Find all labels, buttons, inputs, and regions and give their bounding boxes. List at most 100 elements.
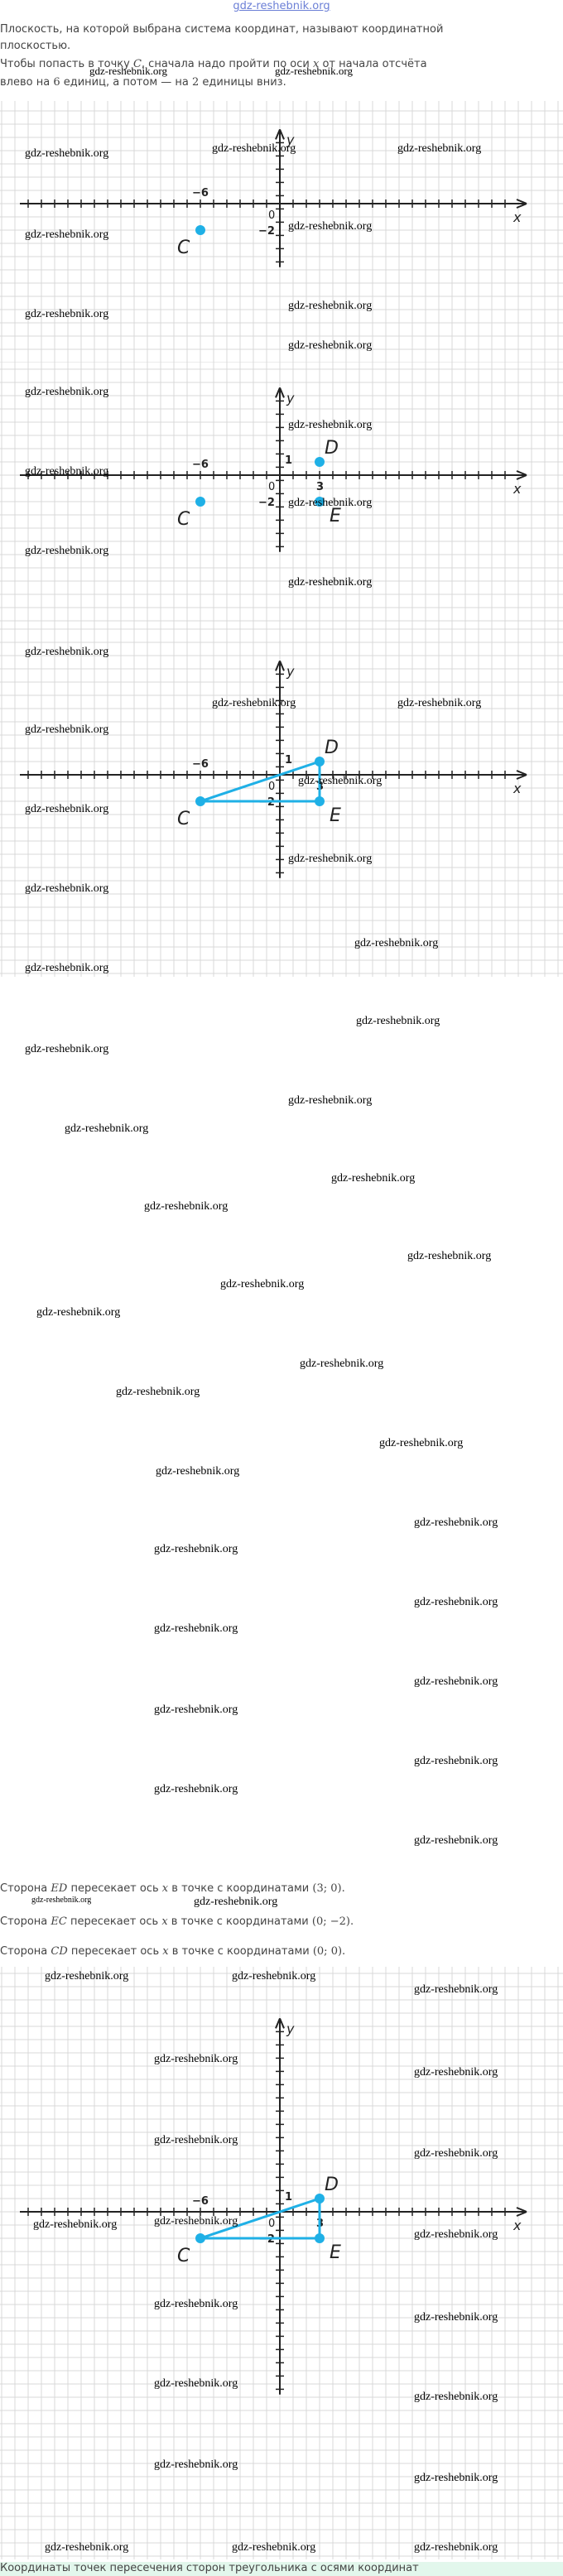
watermark-text: gdz-reshebnik.org: [414, 1834, 498, 1847]
grid-lines: [0, 1967, 563, 2559]
tick-label: −6: [192, 2195, 209, 2208]
watermark-text: gdz-reshebnik.org: [154, 1783, 238, 1795]
conclusion-banner: Координаты точек пересечения сторон треу…: [0, 2562, 563, 2576]
statement-ed-axis: x: [161, 1882, 169, 1895]
x-axis-arrow: [516, 770, 527, 780]
watermark-text: gdz-reshebnik.org: [414, 2147, 498, 2160]
point-marker: [315, 796, 325, 806]
point-marker: [195, 2233, 205, 2243]
intro-line-4: влево на 6 единиц, а потом — на 2 единиц…: [0, 74, 563, 91]
side-cd-name: CD: [51, 1945, 68, 1958]
watermark-text: gdz-reshebnik.org: [397, 697, 482, 709]
y-axis-label: y: [286, 390, 295, 406]
tick-label: −6: [192, 459, 209, 471]
y-axis-arrow: [275, 387, 285, 398]
y-axis-label: y: [286, 2021, 295, 2036]
y-axis-label: y: [286, 663, 295, 679]
intro-text-a: Чтобы попасть в точку: [0, 58, 133, 70]
watermark-text: gdz-reshebnik.org: [89, 65, 167, 77]
coordinate-plane-figure-2: x y 0 −6 1 3 −2 C D E: [0, 363, 563, 626]
watermark-text: gdz-reshebnik.org: [154, 2298, 238, 2310]
point-label: E: [330, 2242, 341, 2263]
watermark-text: gdz-reshebnik.org: [232, 1970, 316, 1982]
watermark-text: gdz-reshebnik.org: [116, 1386, 200, 1398]
watermark-text: gdz-reshebnik.org: [288, 339, 373, 352]
x-axis-label: x: [512, 2218, 522, 2233]
watermark-text: gdz-reshebnik.org: [212, 142, 296, 155]
six-number: 6: [53, 76, 60, 89]
watermark-text: gdz-reshebnik.org: [288, 220, 373, 233]
watermark-text: gdz-reshebnik.org: [414, 2228, 498, 2241]
watermark-text: gdz-reshebnik.org: [154, 2053, 238, 2065]
statement-cd-coords: (0; 0).: [312, 1945, 346, 1958]
coordinate-plane-svg-2: x y 0 −6 1 3 −2 C D E: [0, 363, 563, 626]
watermark-text: gdz-reshebnik.org: [356, 1015, 440, 1027]
point-marker: [315, 2194, 325, 2204]
watermark-text: gdz-reshebnik.org: [288, 1094, 373, 1107]
x-axis-arrow: [516, 199, 527, 209]
intro-line-3: Чтобы попасть в точку C, сначала надо пр…: [0, 56, 563, 73]
point-marker: [315, 757, 325, 767]
watermark-text: gdz-reshebnik.org: [414, 2391, 498, 2403]
intro-text-c: от начала отсчёта: [319, 58, 427, 70]
watermark-text: gdz-reshebnik.org: [288, 300, 373, 312]
point-label: E: [330, 506, 341, 526]
watermark-text: gdz-reshebnik.org: [25, 803, 109, 815]
tick-label: 1: [285, 2191, 292, 2204]
point-marker: [195, 225, 205, 235]
statement-ec-axis: x: [161, 1915, 168, 1928]
watermark-text: gdz-reshebnik.org: [154, 1622, 238, 1635]
statement-ec-coords: (0; −2).: [311, 1915, 354, 1928]
watermark-text: gdz-reshebnik.org: [414, 2541, 498, 2554]
site-watermark-link[interactable]: gdz-reshebnik.org: [233, 0, 330, 12]
watermark-text: gdz-reshebnik.org: [25, 228, 109, 241]
intro-line-2: плоскостью.: [0, 38, 563, 55]
point-label: D: [325, 2175, 339, 2195]
watermark-text: gdz-reshebnik.org: [154, 1704, 238, 1716]
watermark-text: gdz-reshebnik.org: [288, 853, 373, 865]
statement-ec-a: Сторона: [0, 1915, 51, 1928]
watermark-text: gdz-reshebnik.org: [154, 1543, 238, 1555]
point-label: E: [330, 805, 341, 826]
watermark-text: gdz-reshebnik.org: [194, 1896, 278, 1908]
x-axis-label: x: [512, 209, 522, 225]
point-label: C: [177, 238, 190, 258]
watermark-text: gdz-reshebnik.org: [154, 2215, 238, 2228]
watermark-text: gdz-reshebnik.org: [414, 1755, 498, 1767]
tick-label: −6: [192, 187, 209, 199]
watermark-text: gdz-reshebnik.org: [25, 882, 109, 895]
watermark-text: gdz-reshebnik.org: [414, 2472, 498, 2484]
statement-cd-a: Сторона: [0, 1945, 51, 1958]
tick-label: −6: [192, 758, 209, 771]
tick-label: −2: [258, 497, 275, 509]
statement-cd-b: пересекает ось: [67, 1945, 163, 1958]
watermark-text: gdz-reshebnik.org: [275, 65, 353, 77]
origin-label: 0: [268, 481, 275, 493]
watermark-text: gdz-reshebnik.org: [154, 2377, 238, 2390]
point-c-symbol: C: [132, 58, 142, 70]
statement-ed-coords: (3; 0).: [312, 1882, 345, 1895]
triangle-side: [200, 2197, 320, 2240]
watermark-text: gdz-reshebnik.org: [414, 2066, 498, 2079]
watermark-text: gdz-reshebnik.org: [25, 1043, 109, 1055]
watermark-text: gdz-reshebnik.org: [414, 1596, 498, 1608]
origin-label: 0: [268, 209, 275, 222]
point-label: C: [177, 509, 190, 530]
point-label: D: [325, 738, 339, 758]
point-marker: [315, 2233, 325, 2243]
point-marker: [315, 497, 325, 507]
watermark-text: gdz-reshebnik.org: [298, 775, 383, 787]
y-axis-label: y: [286, 132, 295, 147]
tick-label: −2: [258, 225, 275, 238]
statement-ed-b: пересекает ось: [67, 1882, 162, 1895]
point-label: C: [177, 2246, 190, 2266]
intro-text-e: единиц, а потом — на: [60, 76, 192, 89]
statement-ec: Сторона EC пересекает ось x в точке с ко…: [0, 1914, 563, 1930]
tick-label: 1: [285, 754, 292, 767]
x-axis-arrow: [516, 2207, 527, 2217]
watermark-text: gdz-reshebnik.org: [300, 1358, 384, 1370]
